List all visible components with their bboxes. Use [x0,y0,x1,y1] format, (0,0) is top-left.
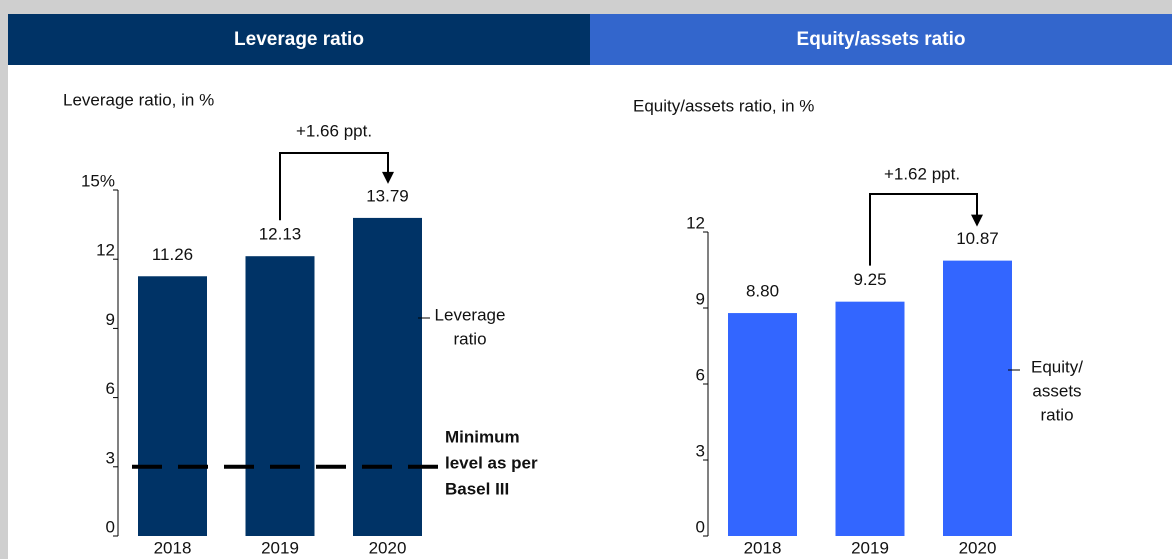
series-label: ratio [453,329,486,348]
bar [835,301,905,536]
x-tick-label: 2019 [261,538,299,557]
y-tick-label: 0 [696,517,705,536]
x-tick-label: 2020 [959,538,997,557]
x-tick-label: 2018 [744,538,782,557]
bar [943,260,1012,536]
bar [728,313,797,536]
annotation-bracket [869,193,978,266]
y-tick-label: 15% [81,171,115,190]
y-tick-label: 6 [696,365,705,384]
y-tick-label: 12 [96,241,115,260]
y-tick-label: 3 [106,448,115,467]
bar [353,217,422,537]
header [8,14,590,65]
value-label: 13.79 [366,186,409,205]
bar [138,276,207,536]
header-title: Leverage ratio [234,29,364,50]
annotation-arrow [382,171,394,184]
series-label: Leverage [435,305,506,324]
annotation: +1.66 ppt. [296,121,372,140]
annotation: +1.62 ppt. [884,164,960,183]
reference-label: Minimum [445,427,520,446]
series-label: assets [1032,381,1081,400]
value-label: 9.25 [853,270,886,289]
y-tick-label: 9 [106,310,115,329]
x-tick-label: 2019 [851,538,889,557]
header [590,14,1172,65]
value-label: 8.80 [746,282,779,301]
y-tick-label: 0 [106,517,115,536]
y-tick-label: 12 [686,213,705,232]
value-label: 11.26 [152,245,193,264]
bar [245,256,315,536]
series-label: Equity/ [1031,357,1083,376]
subtitle: Leverage ratio, in % [63,90,214,109]
subtitle: Equity/assets ratio, in % [633,96,814,115]
reference-label: level as per [445,453,538,472]
x-tick-label: 2020 [369,538,407,557]
series-label: ratio [1040,405,1073,424]
y-tick-label: 6 [106,379,115,398]
x-tick-label: 2018 [154,538,192,557]
y-tick-label: 9 [696,289,705,308]
reference-label: Basel III [445,479,509,498]
value-label: 10.87 [956,229,999,248]
annotation-arrow [971,214,983,227]
annotation-bracket [279,152,389,221]
value-label: 12.13 [259,225,302,244]
y-tick-label: 3 [696,441,705,460]
header-title: Equity/assets ratio [797,29,966,50]
